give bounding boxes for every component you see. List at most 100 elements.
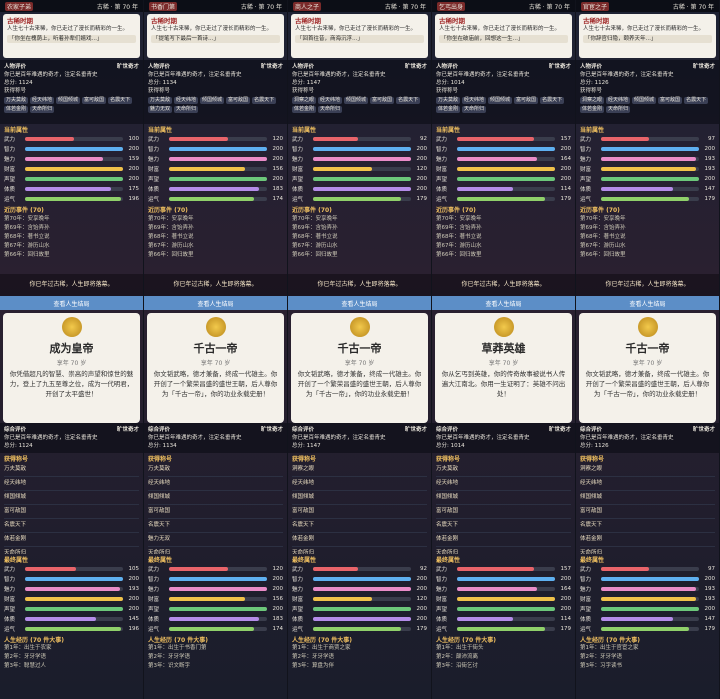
attribute-track	[25, 167, 123, 171]
event-line: 第70年：安享晚年	[436, 216, 482, 222]
view-ending-button[interactable]: 查看人生结局	[53, 300, 90, 308]
attribute-value: 193	[704, 596, 716, 602]
attribute-row: 武力 120	[148, 564, 283, 574]
age: 享年 70 岁	[488, 360, 519, 367]
view-ending-button[interactable]: 查看人生结局	[341, 300, 378, 308]
attribute-name: 魅力	[292, 157, 304, 163]
view-ending-button[interactable]: 查看人生结局	[485, 300, 522, 308]
attribute-name: 智力	[436, 147, 448, 153]
final-rating-header: 综合评价 旷世奇才	[580, 426, 715, 434]
attribute-fill	[25, 177, 123, 181]
game-screen: 乞丐出身 古稀 · 第 70 年古稀时期 人生七十古来稀，你已走过了漫长而精彩的一生…	[432, 0, 575, 699]
attribute-fill	[25, 627, 122, 631]
attribute-name: 声望	[580, 607, 592, 613]
attribute-name: 智力	[580, 147, 592, 153]
attribute-fill	[169, 197, 255, 201]
attribute-track	[601, 577, 699, 581]
attribute-track	[313, 137, 411, 141]
attribute-name: 运气	[580, 197, 592, 203]
year-label: 古稀 · 第 70 年	[384, 3, 426, 11]
attribute-value: 120	[416, 166, 428, 172]
attribute-name: 声望	[148, 607, 160, 613]
badges: 万夫莫敌 经天纬地 倾国倾城 富可敌国 名震天下 魅力无双 天命所归	[148, 97, 283, 113]
view-ending-button[interactable]: 查看人生结局	[197, 300, 234, 308]
view-ending-button[interactable]: 查看人生结局	[629, 300, 666, 308]
attribute-value: 183	[272, 616, 284, 622]
attribute-fill	[25, 567, 77, 571]
title-item: 倾国倾城	[292, 491, 427, 505]
title-item: 经天纬地	[4, 477, 139, 491]
section-label: 近历事件 (70)	[148, 207, 188, 214]
ending-card: 千古一帝 享年 70 岁你文韬武略，德才兼备，终成一代雄主。你开创了一个繁荣昌盛的…	[147, 313, 284, 423]
attribute-bars: 武力 92 智力 200 魅力 200 财富 120 声望 200 体质 200 运气 179	[288, 564, 431, 634]
section-label: 人生经历 (70 件大事)	[148, 637, 209, 644]
final-score: 总分: 1126	[580, 443, 609, 449]
attribute-fill	[457, 567, 534, 571]
rating-level: 旷世奇才	[404, 64, 427, 70]
attribute-track	[601, 587, 699, 591]
title-item: 万夫莫敌	[4, 463, 139, 477]
attribute-row: 武力 105	[4, 564, 139, 574]
title-item: 洞察之眼	[292, 463, 427, 477]
ending-card: 千古一帝 享年 70 岁你文韬武略，德才兼备，终成一代雄主。你开创了一个繁荣昌盛的…	[291, 313, 428, 423]
attribute-row: 武力 100	[4, 134, 139, 144]
attribute-row: 财富 120	[292, 164, 427, 174]
attribute-bars: 武力 157 智力 200 魅力 164 财富 200 声望 200 体质 114 运气 179	[432, 564, 575, 634]
attribute-value: 193	[704, 156, 716, 162]
title-badge: 天命所归	[606, 106, 631, 113]
section-label: 获得称号	[580, 456, 605, 463]
button-row: 查看人生结局	[144, 296, 287, 310]
section-label: 人生经历 (70 件大事)	[292, 637, 353, 644]
year-label: 古稀 · 第 70 年	[96, 3, 138, 11]
attribute-value: 105	[128, 566, 140, 572]
attribute-name: 声望	[436, 177, 448, 183]
origin-tag: 书香门第	[149, 1, 178, 11]
section-label: 获得称号	[292, 456, 317, 463]
title-item: 富可敌国	[580, 505, 715, 519]
attribute-value: 97	[708, 136, 715, 142]
attribute-value: 200	[560, 596, 572, 602]
attribute-row: 声望 200	[436, 174, 571, 184]
event-line: 第67年：游历山水	[148, 243, 194, 249]
attribute-name: 魅力	[4, 587, 16, 593]
attribute-value: 200	[704, 176, 716, 182]
title-item: 富可敌国	[4, 505, 139, 519]
attribute-value: 147	[704, 616, 716, 622]
attribute-fill	[457, 597, 555, 601]
ending-icon	[637, 317, 658, 337]
final-score: 总分: 1134	[148, 443, 177, 449]
attribute-value: 97	[708, 566, 715, 572]
attribute-name: 体质	[436, 617, 448, 623]
title-badge: 富可敌国	[370, 97, 395, 104]
title-item: 体若金刚	[436, 533, 571, 547]
quote-text: 「提笔写下最后一首诗…」	[151, 35, 280, 43]
attribute-value: 200	[128, 146, 140, 152]
attribute-track	[169, 567, 267, 571]
title-badge: 名震天下	[540, 97, 565, 104]
attribute-value: 114	[560, 616, 572, 622]
title-item: 富可敌国	[436, 505, 571, 519]
end-banner: 你已年过古稀，人生即将落幕。	[288, 274, 431, 296]
final-rating-desc: 你已是百年难遇的奇才，注定名垂青史	[148, 435, 242, 441]
badges: 洞察之眼 经天纬地 倾国倾城 富可敌国 名震天下 体若金刚 天命所归	[580, 97, 715, 113]
attribute-value: 193	[128, 586, 140, 592]
game-screen: 书香门第 古稀 · 第 70 年古稀时期 人生七十古来稀，你已走过了漫长而精彩的一生…	[144, 0, 287, 699]
attribute-bars: 武力 92 智力 200 魅力 200 财富 120 声望 200 体质 200 运气 179	[288, 134, 431, 204]
period-title: 古稀时期	[295, 17, 321, 25]
attribute-fill	[25, 187, 111, 191]
attribute-name: 体质	[4, 187, 16, 193]
title-item: 经天纬地	[436, 477, 571, 491]
badges: 洞察之眼 经天纬地 倾国倾城 富可敌国 名震天下 体若金刚 天命所归	[292, 97, 427, 113]
section-label: 人生经历 (70 件大事)	[4, 637, 65, 644]
attribute-track	[25, 607, 123, 611]
intro-text: 人生七十古来稀，你已走过了漫长而精彩的一生。	[151, 26, 273, 32]
title-item: 体若金刚	[4, 533, 139, 547]
section-label: 最终属性	[436, 557, 461, 564]
period-title: 古稀时期	[7, 17, 33, 25]
title-badge: 体若金刚	[580, 106, 605, 113]
attribute-track	[313, 617, 411, 621]
top-bar: 农家子弟 古稀 · 第 70 年	[0, 0, 143, 12]
attribute-row: 武力 92	[292, 564, 427, 574]
attribute-name: 运气	[148, 627, 160, 633]
attribute-value: 156	[272, 166, 284, 172]
